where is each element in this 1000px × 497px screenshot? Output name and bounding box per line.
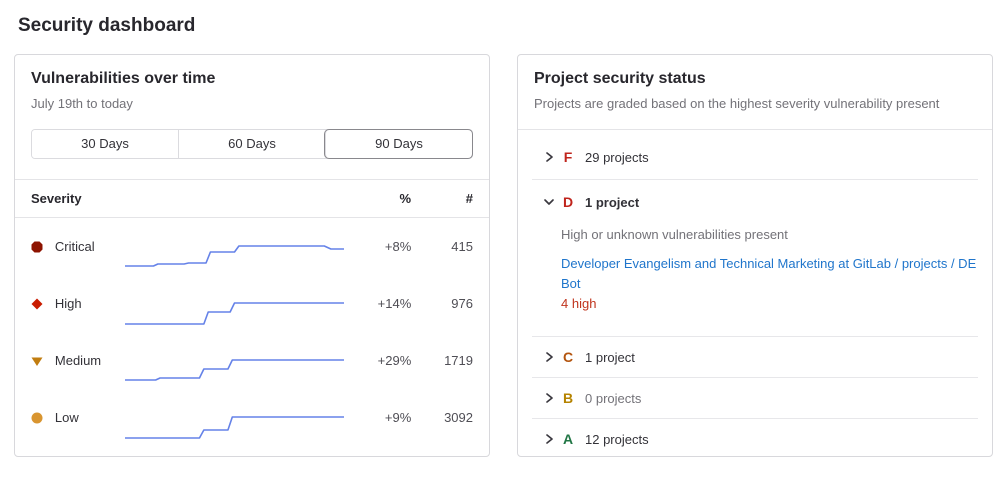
vulns-card-title: Vulnerabilities over time [31, 70, 216, 87]
chevron-down-icon [542, 195, 556, 209]
time-range-30-days-button[interactable]: 30 Days [32, 130, 178, 158]
grade-f-toggle[interactable]: F 29 projects [532, 135, 978, 179]
grade-c-toggle[interactable]: C 1 project [532, 337, 978, 377]
severity-label: Critical [54, 239, 95, 254]
status-card-subtitle: Projects are graded based on the highest… [534, 96, 940, 111]
grade-letter: D [562, 194, 574, 210]
grade-letter: A [562, 431, 574, 447]
severity-critical-icon [31, 241, 55, 253]
grade-project-count: 0 projects [585, 390, 642, 406]
severity-low-icon [31, 412, 55, 424]
severity-row-medium: Medium +29% 1719 [15, 332, 489, 389]
vulnerability-count: 976 [451, 296, 473, 311]
project-security-status-card: Project security status Projects are gra… [517, 54, 993, 457]
vulns-date-range: July 19th to today [31, 96, 133, 111]
grade-project-count: 1 project [585, 349, 635, 365]
grade-project-count: 1 project [585, 194, 640, 210]
grade-letter: B [562, 390, 574, 406]
grade-project-count: 12 projects [585, 431, 649, 447]
severity-row-high: High +14% 976 [15, 275, 489, 332]
severity-label: High [54, 296, 82, 311]
vulns-card-header: Vulnerabilities over time July 19th to t… [15, 55, 489, 180]
grade-letter: C [562, 349, 574, 365]
percent-change: +14% [377, 296, 412, 311]
time-range-selector: 30 Days 60 Days 90 Days [31, 129, 473, 159]
severity-label: Medium [54, 353, 102, 368]
status-card-title: Project security status [534, 70, 706, 87]
grade-row-b: B 0 projects [532, 378, 978, 419]
medium-sparkline-chart [125, 354, 344, 384]
vulnerability-count: 3092 [444, 410, 473, 425]
severity-row-critical: Critical +8% 415 [15, 218, 489, 275]
vulnerability-count: 415 [451, 239, 473, 254]
severity-table-header: Severity % # [15, 180, 489, 218]
chevron-right-icon [542, 150, 556, 164]
chevron-right-icon [542, 391, 556, 405]
project-link[interactable]: Developer Evangelism and Technical Marke… [561, 256, 977, 291]
grade-accordion: F 29 projects D 1 project High or unknow… [518, 130, 992, 456]
count-column-header: # [465, 191, 473, 206]
severity-label: Low [54, 410, 79, 425]
grade-b-toggle[interactable]: B 0 projects [532, 378, 978, 418]
vulnerability-count: 1719 [444, 353, 473, 368]
grade-d-toggle[interactable]: D 1 project [532, 180, 978, 224]
page-title: Security dashboard [18, 15, 196, 36]
grade-description: High or unknown vulnerabilities present [561, 227, 788, 242]
low-sparkline-chart [125, 411, 344, 441]
dashboard-panels: Vulnerabilities over time July 19th to t… [14, 54, 993, 457]
severity-column-header: Severity [31, 191, 82, 206]
percent-change: +29% [377, 353, 412, 368]
percent-change: +8% [384, 239, 412, 254]
grade-row-c: C 1 project [532, 337, 978, 378]
percent-column-header: % [399, 191, 411, 206]
severity-medium-icon [31, 355, 55, 367]
grade-row-d: D 1 project High or unknown vulnerabilit… [532, 180, 978, 337]
chevron-right-icon [542, 432, 556, 446]
time-range-90-days-button[interactable]: 90 Days [325, 130, 472, 158]
severity-high-icon [31, 298, 55, 310]
vulnerabilities-over-time-card: Vulnerabilities over time July 19th to t… [14, 54, 490, 457]
grade-d-details: High or unknown vulnerabilities present … [561, 226, 978, 336]
critical-sparkline-chart [125, 240, 344, 270]
grade-project-count: 29 projects [585, 149, 649, 165]
grade-row-f: F 29 projects [532, 135, 978, 180]
grade-a-toggle[interactable]: A 12 projects [532, 419, 978, 456]
severity-row-low: Low +9% 3092 [15, 389, 489, 446]
high-sparkline-chart [125, 297, 344, 327]
grade-letter: F [563, 149, 573, 165]
percent-change: +9% [384, 410, 412, 425]
grade-row-a: A 12 projects [532, 419, 978, 456]
chevron-right-icon [542, 350, 556, 364]
status-card-header: Project security status Projects are gra… [518, 55, 992, 130]
time-range-60-days-button[interactable]: 60 Days [178, 130, 325, 158]
high-vulnerability-count: 4 high [561, 296, 597, 311]
